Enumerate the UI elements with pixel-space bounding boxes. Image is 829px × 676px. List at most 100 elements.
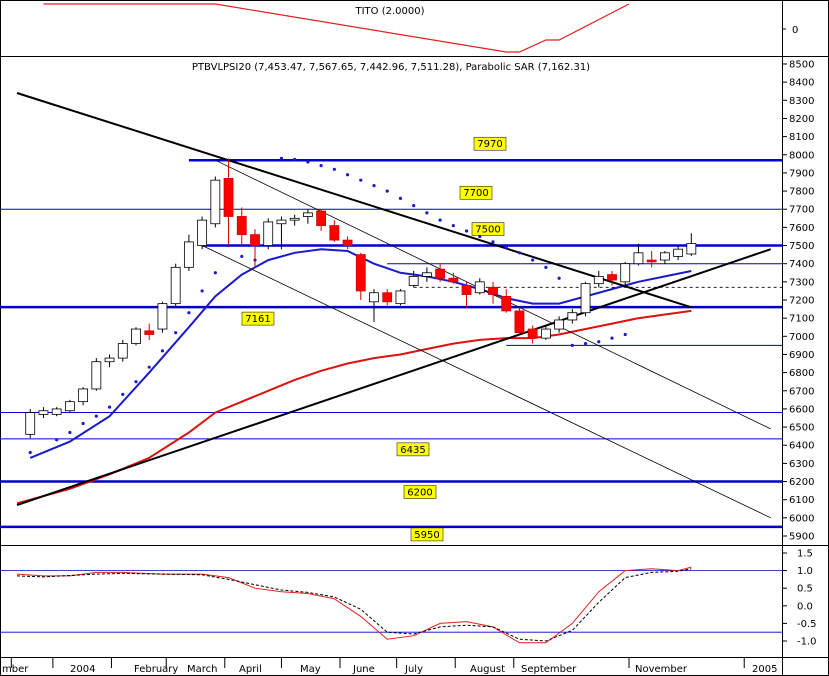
candle-body bbox=[448, 277, 459, 283]
sar-dot bbox=[306, 160, 310, 164]
candle-body bbox=[144, 330, 155, 335]
x-tick-label: mber bbox=[2, 664, 29, 675]
sar-dot bbox=[81, 421, 85, 426]
y-tick-label: 8500 bbox=[789, 60, 814, 71]
y-tick-label: 6800 bbox=[789, 368, 814, 379]
level-label: 6200 bbox=[407, 488, 432, 499]
y-tick-label: 0 bbox=[792, 25, 798, 36]
y-tick-label: 8300 bbox=[789, 96, 814, 107]
sar-dot bbox=[134, 380, 138, 384]
sar-dot bbox=[517, 251, 522, 255]
y-tick-label: 6300 bbox=[789, 459, 814, 470]
candle-body bbox=[659, 252, 670, 261]
candle-body bbox=[51, 408, 62, 415]
sar-dot bbox=[544, 265, 548, 269]
level-label: 7970 bbox=[477, 139, 502, 150]
y-tick-label: 7900 bbox=[789, 168, 814, 179]
sar-dot bbox=[385, 189, 389, 193]
candle-body bbox=[316, 210, 327, 226]
candle-body bbox=[474, 281, 485, 294]
tito-title: TITO (2.0000) bbox=[354, 6, 424, 17]
sar-dot bbox=[438, 218, 442, 222]
x-tick-label: February bbox=[134, 664, 178, 675]
sar-dot bbox=[359, 178, 363, 182]
sar-dot bbox=[213, 271, 217, 275]
candle-body bbox=[527, 328, 538, 339]
sar-dot bbox=[319, 164, 323, 168]
candle-body bbox=[514, 310, 525, 334]
candle-body bbox=[223, 177, 234, 217]
candle-body bbox=[210, 179, 221, 225]
candle-body bbox=[620, 263, 631, 283]
sar-dot bbox=[240, 254, 244, 259]
candle-body bbox=[382, 292, 393, 303]
sar-dot bbox=[332, 167, 336, 171]
candle-body bbox=[501, 295, 512, 312]
y-tick-label: -0.5 bbox=[797, 619, 817, 630]
sar-dot bbox=[570, 343, 574, 347]
candle-body bbox=[395, 290, 406, 305]
candle-body bbox=[607, 274, 617, 281]
sar-dot bbox=[623, 332, 627, 337]
candle-body bbox=[435, 268, 446, 279]
sar-dot bbox=[531, 258, 535, 262]
candle-body bbox=[673, 248, 684, 257]
y-tick-label: 8000 bbox=[789, 150, 814, 161]
sar-dot bbox=[478, 234, 482, 239]
level-label-box bbox=[473, 136, 507, 151]
y-tick-label: 6900 bbox=[789, 350, 814, 361]
y-tick-label: 6500 bbox=[789, 423, 814, 434]
oscillator-signal-line bbox=[16, 568, 692, 642]
level-label-box bbox=[410, 527, 444, 542]
sar-dot bbox=[68, 430, 72, 435]
candle-body bbox=[488, 286, 498, 295]
candle-body bbox=[593, 275, 604, 285]
x-tick-label: May bbox=[300, 664, 321, 675]
y-tick-label: 1.0 bbox=[797, 566, 813, 577]
candle-body bbox=[342, 239, 353, 246]
price-title: PTBVLPSI20 (7,453.47, 7,567.65, 7,442.96… bbox=[192, 62, 590, 73]
y-tick-label: 0.0 bbox=[797, 601, 813, 612]
y-tick-label: 6000 bbox=[789, 513, 814, 524]
sar-dot bbox=[200, 289, 204, 293]
sar-dot bbox=[293, 157, 297, 161]
y-tick-label: 7400 bbox=[789, 259, 814, 270]
y-axes: 0 8500 8400 8300 8200 8100 8000 7900 7800 7700 760… bbox=[782, 25, 817, 648]
y-tick-label: 8100 bbox=[789, 132, 814, 143]
sar-dot bbox=[491, 240, 495, 244]
y-tick-label: 6200 bbox=[789, 477, 814, 488]
level-label: 7161 bbox=[245, 314, 270, 325]
sar-dot bbox=[464, 229, 469, 233]
sar-dot bbox=[121, 392, 125, 396]
candle-body bbox=[686, 243, 697, 255]
sar-dot bbox=[610, 336, 614, 340]
oscillator-line bbox=[16, 566, 692, 644]
candle-body bbox=[408, 275, 419, 286]
x-tick-label: November bbox=[635, 664, 688, 675]
y-tick-label: 1.5 bbox=[797, 549, 813, 560]
level-label: 7700 bbox=[463, 188, 488, 199]
candle-body bbox=[183, 241, 194, 268]
candle-body bbox=[91, 361, 102, 390]
candle-body bbox=[131, 328, 141, 344]
sar-dot bbox=[504, 245, 508, 249]
candle-body bbox=[78, 388, 89, 403]
y-tick-label: 7200 bbox=[789, 296, 814, 307]
y-tick-label: 7100 bbox=[789, 314, 814, 325]
level-label-box bbox=[403, 485, 437, 499]
candle-body bbox=[567, 312, 578, 321]
sar-dot bbox=[55, 438, 59, 442]
candle-body bbox=[355, 254, 366, 292]
y-tick-label: 5900 bbox=[789, 532, 814, 543]
y-tick-label: 7700 bbox=[789, 205, 814, 216]
price-panel: PTBVLPSI20 (7,453.47, 7,567.65, 7,442.96… bbox=[0, 62, 782, 542]
candle-body bbox=[329, 225, 340, 241]
candle-body bbox=[38, 410, 49, 415]
y-tick-label: 7000 bbox=[789, 332, 814, 343]
trend-line bbox=[16, 92, 692, 309]
level-label-box bbox=[459, 185, 493, 200]
candle-body bbox=[117, 343, 128, 359]
